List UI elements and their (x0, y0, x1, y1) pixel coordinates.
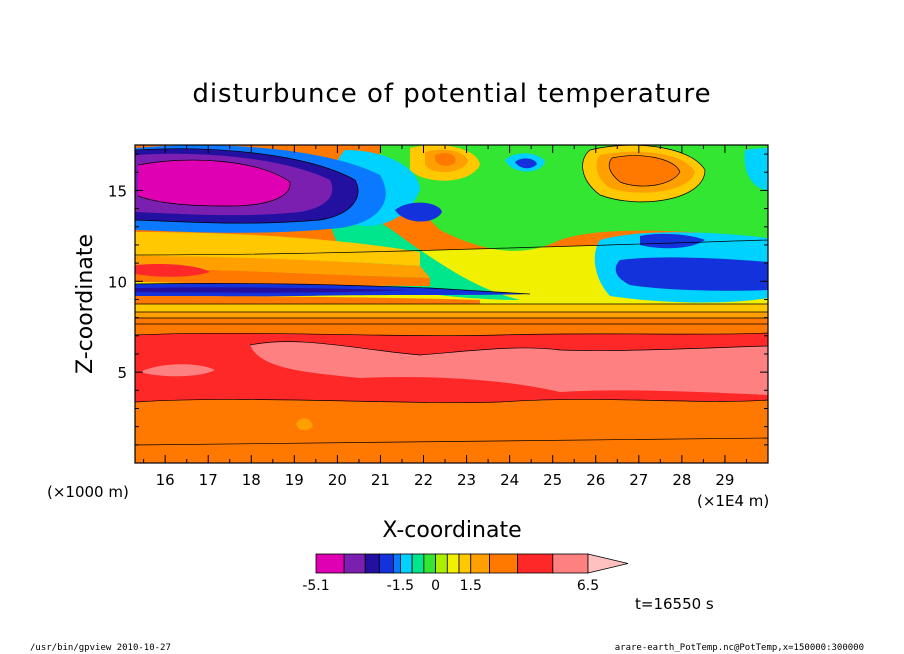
colorbar-label: 6.5 (577, 578, 599, 594)
x-axis: 16 17 18 19 20 21 22 23 24 25 26 27 28 29 (143, 145, 747, 489)
colorbar-segment (470, 553, 490, 574)
x-tick-label: 21 (371, 471, 390, 489)
y-tick-label: 15 (108, 182, 127, 200)
colorbar-label: -5.1 (302, 578, 329, 594)
x-tick-label: 28 (672, 471, 691, 489)
x-tick-label: 18 (242, 471, 261, 489)
x-tick-label: 23 (457, 471, 476, 489)
x-tick-label: 29 (715, 471, 734, 489)
x-tick-label: 26 (586, 471, 605, 489)
x-unit-right: (×1E4 m) (697, 492, 769, 510)
colorbar-segment (411, 553, 425, 574)
footer-right: arare-earth_PotTemp.nc@PotTemp,x=150000:… (615, 643, 864, 653)
time-label: t=16550 s (635, 595, 714, 613)
colorbar-segment (423, 553, 436, 574)
colorbar-label: 0 (431, 578, 440, 594)
colorbar-segment (364, 553, 380, 574)
y-axis-label: Z-coordinate (73, 234, 98, 374)
colorbar-label: -1.5 (387, 578, 414, 594)
colorbar-segment (400, 553, 413, 574)
colorbar-extend-arrow (587, 553, 629, 574)
x-tick-label: 24 (500, 471, 519, 489)
y-tick-label: 10 (108, 273, 127, 291)
colorbar-segment (489, 553, 519, 574)
x-tick-label: 19 (285, 471, 304, 489)
x-axis-label: X-coordinate (382, 518, 521, 543)
x-tick-label: 16 (156, 471, 175, 489)
x-unit-left: (×1000 m) (47, 483, 129, 501)
colorbar-segment (392, 553, 401, 574)
colorbar-labels: -5.1 -1.5 0 1.5 6.5 (302, 578, 599, 594)
colorbar-segment (343, 553, 366, 574)
footer-left: /usr/bin/gpview 2010-10-27 (30, 643, 171, 653)
colorbar-segment (315, 553, 345, 574)
chart-title: disturbunce of potential temperature (192, 79, 711, 109)
x-tick-label: 25 (543, 471, 562, 489)
colorbar (315, 553, 629, 574)
contour-lines (135, 145, 768, 446)
contour-field (135, 145, 768, 463)
x-tick-label: 27 (629, 471, 648, 489)
colorbar-segment (435, 553, 448, 574)
colorbar-segment (517, 553, 554, 574)
colorbar-segment (378, 553, 394, 574)
x-tick-label: 17 (199, 471, 218, 489)
x-tick-label: 22 (414, 471, 433, 489)
x-tick-label: 20 (328, 471, 347, 489)
plot-frame (134, 144, 769, 464)
colorbar-segment (552, 553, 589, 574)
colorbar-label: 1.5 (460, 578, 482, 594)
colorbar-segment (446, 553, 460, 574)
y-tick-label: 5 (117, 364, 127, 382)
y-axis: 5 10 15 (108, 153, 768, 446)
colorbar-segment (458, 553, 472, 574)
